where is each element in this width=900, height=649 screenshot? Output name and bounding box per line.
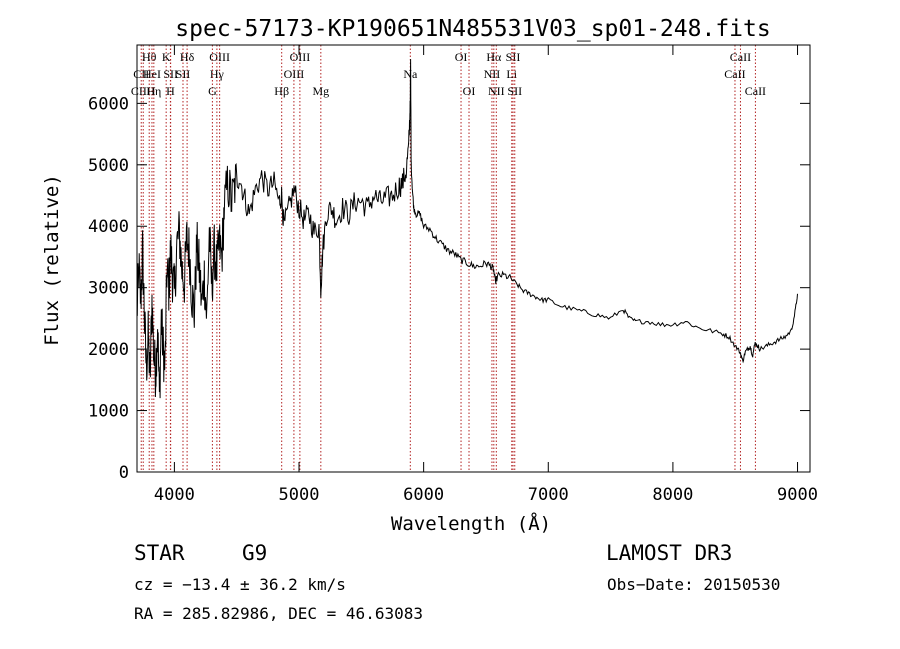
line-label: Hδ	[180, 50, 195, 64]
y-tick-label: 0	[119, 463, 129, 483]
observation-date: Obs−Date: 20150530	[607, 575, 780, 594]
line-label: HeI	[143, 67, 161, 81]
coordinates: RA = 285.82986, DEC = 46.63083	[134, 604, 423, 623]
x-tick-label: 5000	[279, 485, 320, 505]
line-label: CaII	[745, 84, 766, 98]
x-axis-label: Wavelength (Å)	[391, 512, 551, 535]
x-tick-label: 9000	[777, 485, 818, 505]
chart-title: spec-57173-KP190651N485531V03_sp01-248.f…	[175, 16, 770, 42]
line-label: OIII	[290, 50, 311, 64]
line-label: OIII	[284, 67, 305, 81]
line-label: Hη	[146, 84, 161, 98]
line-label: SII	[176, 67, 191, 81]
object-subclass: G9	[242, 541, 267, 565]
plot-frame	[136, 44, 811, 473]
object-class: STAR	[134, 541, 185, 565]
survey-name: LAMOST DR3	[606, 541, 732, 565]
y-axis-label: Flux (relative)	[41, 174, 63, 346]
y-tick-label: 1000	[88, 402, 129, 422]
line-label: OI	[455, 50, 468, 64]
line-label: Mg	[312, 84, 329, 98]
x-tick-label: 8000	[652, 485, 693, 505]
y-tick-label: 4000	[88, 217, 129, 237]
line-label: Hα	[486, 50, 502, 64]
line-label: NII	[484, 67, 501, 81]
tick-labels: 4000 5000 6000 7000 8000 9000 0 1000 2000 3000 400…	[88, 94, 818, 505]
line-label: SII	[507, 84, 522, 98]
line-label: SII	[506, 50, 521, 64]
line-label: G	[208, 84, 217, 98]
line-label: Hθ	[142, 50, 157, 64]
line-label: K	[162, 50, 171, 64]
y-tick-label: 3000	[88, 279, 129, 299]
line-label: OI	[463, 84, 476, 98]
line-label: Hβ	[274, 84, 289, 98]
redshift-cz: cz = −13.4 ± 36.2 km/s	[134, 575, 346, 594]
line-label: Hγ	[210, 67, 225, 81]
y-tick-label: 2000	[88, 340, 129, 360]
line-label: NII	[488, 84, 505, 98]
line-label: CaII	[724, 67, 745, 81]
y-tick-label: 5000	[88, 156, 129, 176]
x-tick-label: 6000	[403, 485, 444, 505]
plot-area	[137, 45, 810, 473]
line-label: CaII	[730, 50, 751, 64]
line-label: OIII	[209, 50, 230, 64]
y-tick-label: 6000	[88, 94, 129, 114]
x-tick-label: 7000	[528, 485, 569, 505]
line-label: H	[166, 84, 175, 98]
x-tick-label: 4000	[154, 485, 195, 505]
spectrum-line	[137, 59, 798, 399]
line-label: Li	[506, 67, 517, 81]
